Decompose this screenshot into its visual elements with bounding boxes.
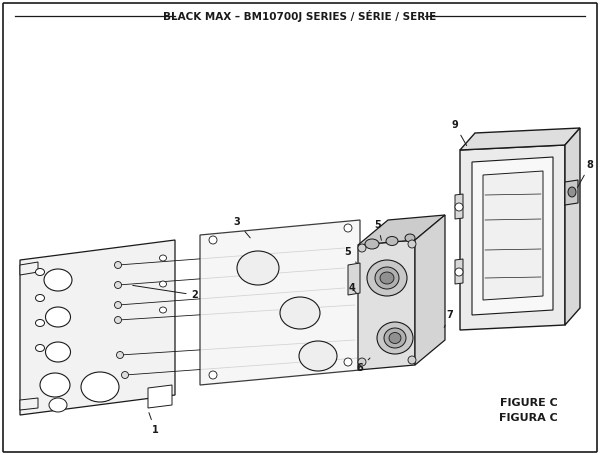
Ellipse shape: [35, 268, 44, 275]
Polygon shape: [483, 171, 543, 300]
Ellipse shape: [35, 294, 44, 302]
Circle shape: [115, 262, 121, 268]
Ellipse shape: [384, 328, 406, 348]
Ellipse shape: [49, 398, 67, 412]
Polygon shape: [348, 263, 360, 295]
Circle shape: [408, 356, 416, 364]
Polygon shape: [358, 240, 415, 370]
Ellipse shape: [386, 237, 398, 246]
Polygon shape: [460, 145, 565, 330]
Circle shape: [121, 371, 128, 379]
Ellipse shape: [365, 239, 379, 249]
Ellipse shape: [46, 307, 71, 327]
Polygon shape: [358, 215, 445, 245]
Text: 8: 8: [577, 160, 593, 187]
Text: 9: 9: [452, 120, 467, 146]
Ellipse shape: [380, 272, 394, 284]
Ellipse shape: [375, 267, 399, 289]
Text: BLACK MAX – BM10700J SERIES / SÉRIE / SERIE: BLACK MAX – BM10700J SERIES / SÉRIE / SE…: [163, 10, 437, 22]
Circle shape: [358, 244, 366, 252]
Ellipse shape: [160, 255, 167, 261]
Text: FIGURE C: FIGURE C: [500, 398, 558, 408]
Circle shape: [115, 282, 121, 288]
Ellipse shape: [160, 281, 167, 287]
Ellipse shape: [35, 319, 44, 327]
Ellipse shape: [280, 297, 320, 329]
Ellipse shape: [40, 373, 70, 397]
Polygon shape: [20, 398, 38, 410]
Ellipse shape: [237, 251, 279, 285]
Ellipse shape: [405, 234, 415, 242]
Text: 3: 3: [233, 217, 250, 238]
Polygon shape: [455, 259, 463, 284]
Circle shape: [344, 224, 352, 232]
Ellipse shape: [44, 269, 72, 291]
Circle shape: [344, 358, 352, 366]
Circle shape: [116, 352, 124, 359]
Ellipse shape: [46, 342, 71, 362]
Text: 6: 6: [356, 358, 370, 373]
Text: 5: 5: [374, 220, 382, 240]
Text: 7: 7: [444, 310, 454, 328]
Polygon shape: [415, 215, 445, 365]
Polygon shape: [455, 194, 463, 219]
Ellipse shape: [568, 187, 576, 197]
Ellipse shape: [160, 307, 167, 313]
Ellipse shape: [389, 333, 401, 344]
Polygon shape: [20, 240, 175, 415]
Circle shape: [115, 302, 121, 308]
Polygon shape: [460, 128, 580, 150]
Polygon shape: [565, 180, 578, 205]
Polygon shape: [148, 385, 172, 408]
Text: FIGURA C: FIGURA C: [499, 413, 558, 423]
Polygon shape: [200, 220, 360, 385]
Circle shape: [115, 317, 121, 324]
Circle shape: [209, 371, 217, 379]
Circle shape: [455, 268, 463, 276]
Text: 2: 2: [133, 285, 199, 300]
Ellipse shape: [377, 322, 413, 354]
Polygon shape: [472, 157, 553, 315]
Circle shape: [209, 236, 217, 244]
Text: 5: 5: [344, 247, 356, 263]
Polygon shape: [20, 262, 38, 275]
Circle shape: [408, 240, 416, 248]
Circle shape: [358, 358, 366, 366]
Ellipse shape: [299, 341, 337, 371]
Polygon shape: [565, 128, 580, 325]
Circle shape: [455, 203, 463, 211]
Text: 4: 4: [349, 283, 356, 293]
Ellipse shape: [81, 372, 119, 402]
Ellipse shape: [367, 260, 407, 296]
Text: 1: 1: [149, 413, 158, 435]
Ellipse shape: [35, 344, 44, 352]
